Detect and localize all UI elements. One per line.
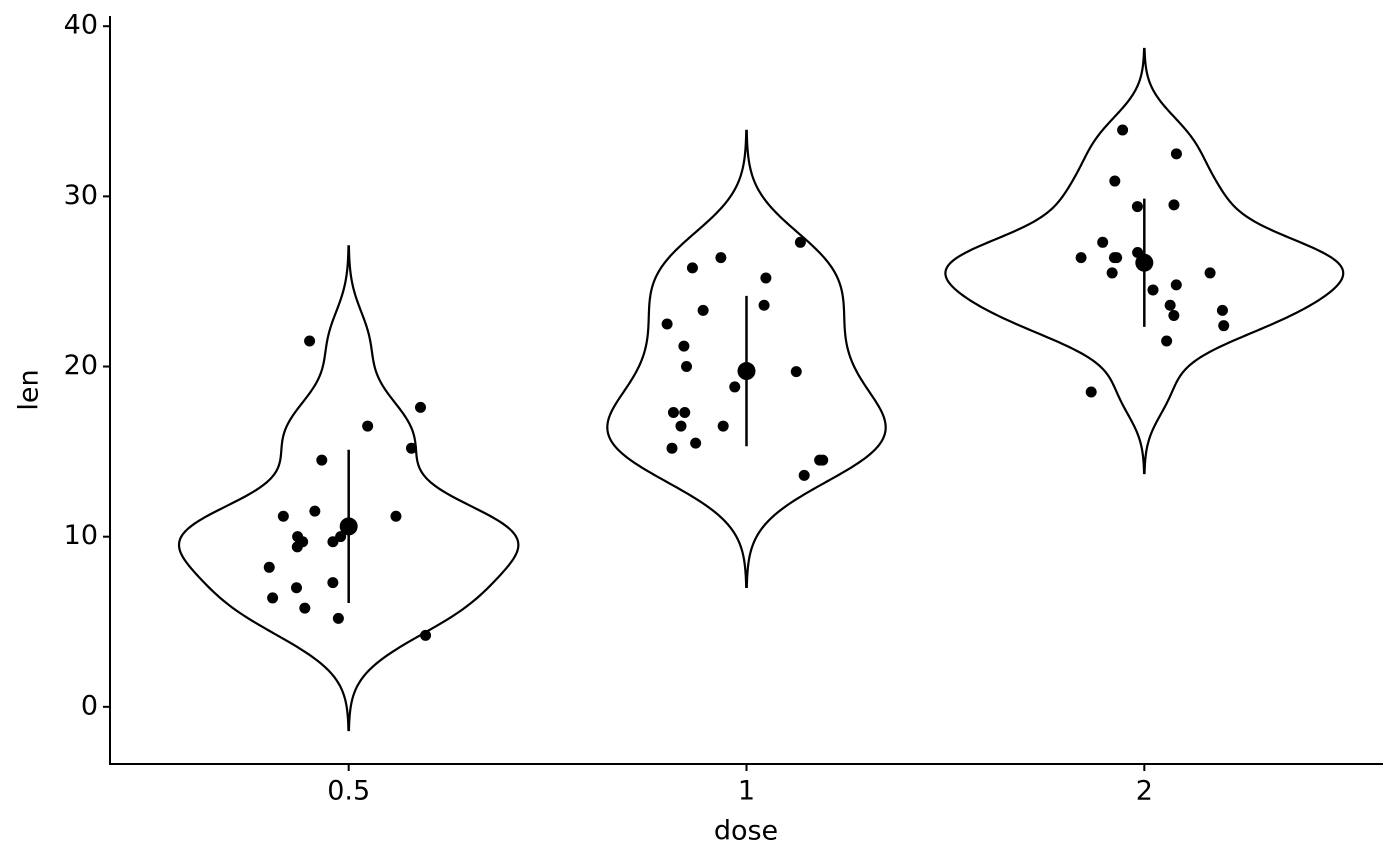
jitter-point xyxy=(390,510,402,522)
jitter-point xyxy=(717,420,729,432)
x-tick-label: 0.5 xyxy=(327,776,370,807)
jitter-point xyxy=(1085,386,1097,398)
jitter-point xyxy=(309,505,321,517)
y-tick-label: 20 xyxy=(64,350,98,381)
jitter-point xyxy=(1170,148,1182,160)
jitter-point xyxy=(290,582,302,594)
jitter-point xyxy=(1164,299,1176,311)
jitter-point xyxy=(675,420,687,432)
x-axis-title: dose xyxy=(714,816,778,847)
jitter-point xyxy=(758,299,770,311)
jitter-point xyxy=(327,536,339,548)
jitter-point xyxy=(1106,267,1118,279)
mean-point xyxy=(1135,253,1154,272)
jitter-point xyxy=(420,629,432,641)
violin xyxy=(177,245,520,732)
y-tick-label: 40 xyxy=(64,10,98,41)
jitter-point xyxy=(798,469,810,481)
jitter-point xyxy=(299,602,311,614)
jitter-point xyxy=(667,406,679,418)
jitter-point xyxy=(678,340,690,352)
jitter-point xyxy=(1218,320,1230,332)
jitter-point xyxy=(304,335,316,347)
jitter-point xyxy=(681,361,693,373)
jitter-point xyxy=(362,420,374,432)
violin xyxy=(606,129,887,588)
jitter-point xyxy=(661,318,673,330)
violin xyxy=(944,47,1345,475)
mean-point xyxy=(737,362,756,381)
jitter-point xyxy=(686,262,698,274)
jitter-point xyxy=(1097,236,1109,248)
jitter-point xyxy=(277,510,289,522)
jitter-point xyxy=(697,304,709,316)
jitter-point xyxy=(1170,279,1182,291)
jitter-point xyxy=(332,612,344,624)
jitter-point xyxy=(316,454,328,466)
jitter-point xyxy=(666,442,678,454)
y-tick-label: 10 xyxy=(64,520,98,551)
jitter-point xyxy=(790,366,802,378)
mean-point xyxy=(339,517,358,536)
jitter-point xyxy=(1168,309,1180,321)
jitter-point xyxy=(1168,199,1180,211)
jitter-point xyxy=(291,541,303,553)
jitter-point xyxy=(1117,124,1129,136)
jitter-point xyxy=(263,561,275,573)
jitter-point xyxy=(1216,304,1228,316)
y-tick-label: 30 xyxy=(64,180,98,211)
x-tick-label: 1 xyxy=(738,776,755,807)
jitter-point xyxy=(1204,267,1216,279)
y-axis-title: len xyxy=(14,369,45,410)
jitter-point xyxy=(405,442,417,454)
jitter-point xyxy=(794,236,806,248)
jitter-point xyxy=(715,252,727,264)
jitter-point xyxy=(817,454,829,466)
jitter-point xyxy=(1109,175,1121,187)
x-tick-label: 2 xyxy=(1136,776,1153,807)
jitter-point xyxy=(1131,201,1143,213)
jitter-point xyxy=(760,272,772,284)
jitter-point xyxy=(1147,284,1159,296)
jitter-point xyxy=(729,381,741,393)
jitter-point xyxy=(690,437,702,449)
jitter-point xyxy=(1111,252,1123,264)
jitter-point xyxy=(679,406,691,418)
jitter-point xyxy=(327,577,339,589)
jitter-point xyxy=(1075,252,1087,264)
jitter-point xyxy=(1161,335,1173,347)
y-tick-label: 0 xyxy=(81,690,98,721)
jitter-point xyxy=(415,401,427,413)
jitter-point xyxy=(267,592,279,604)
